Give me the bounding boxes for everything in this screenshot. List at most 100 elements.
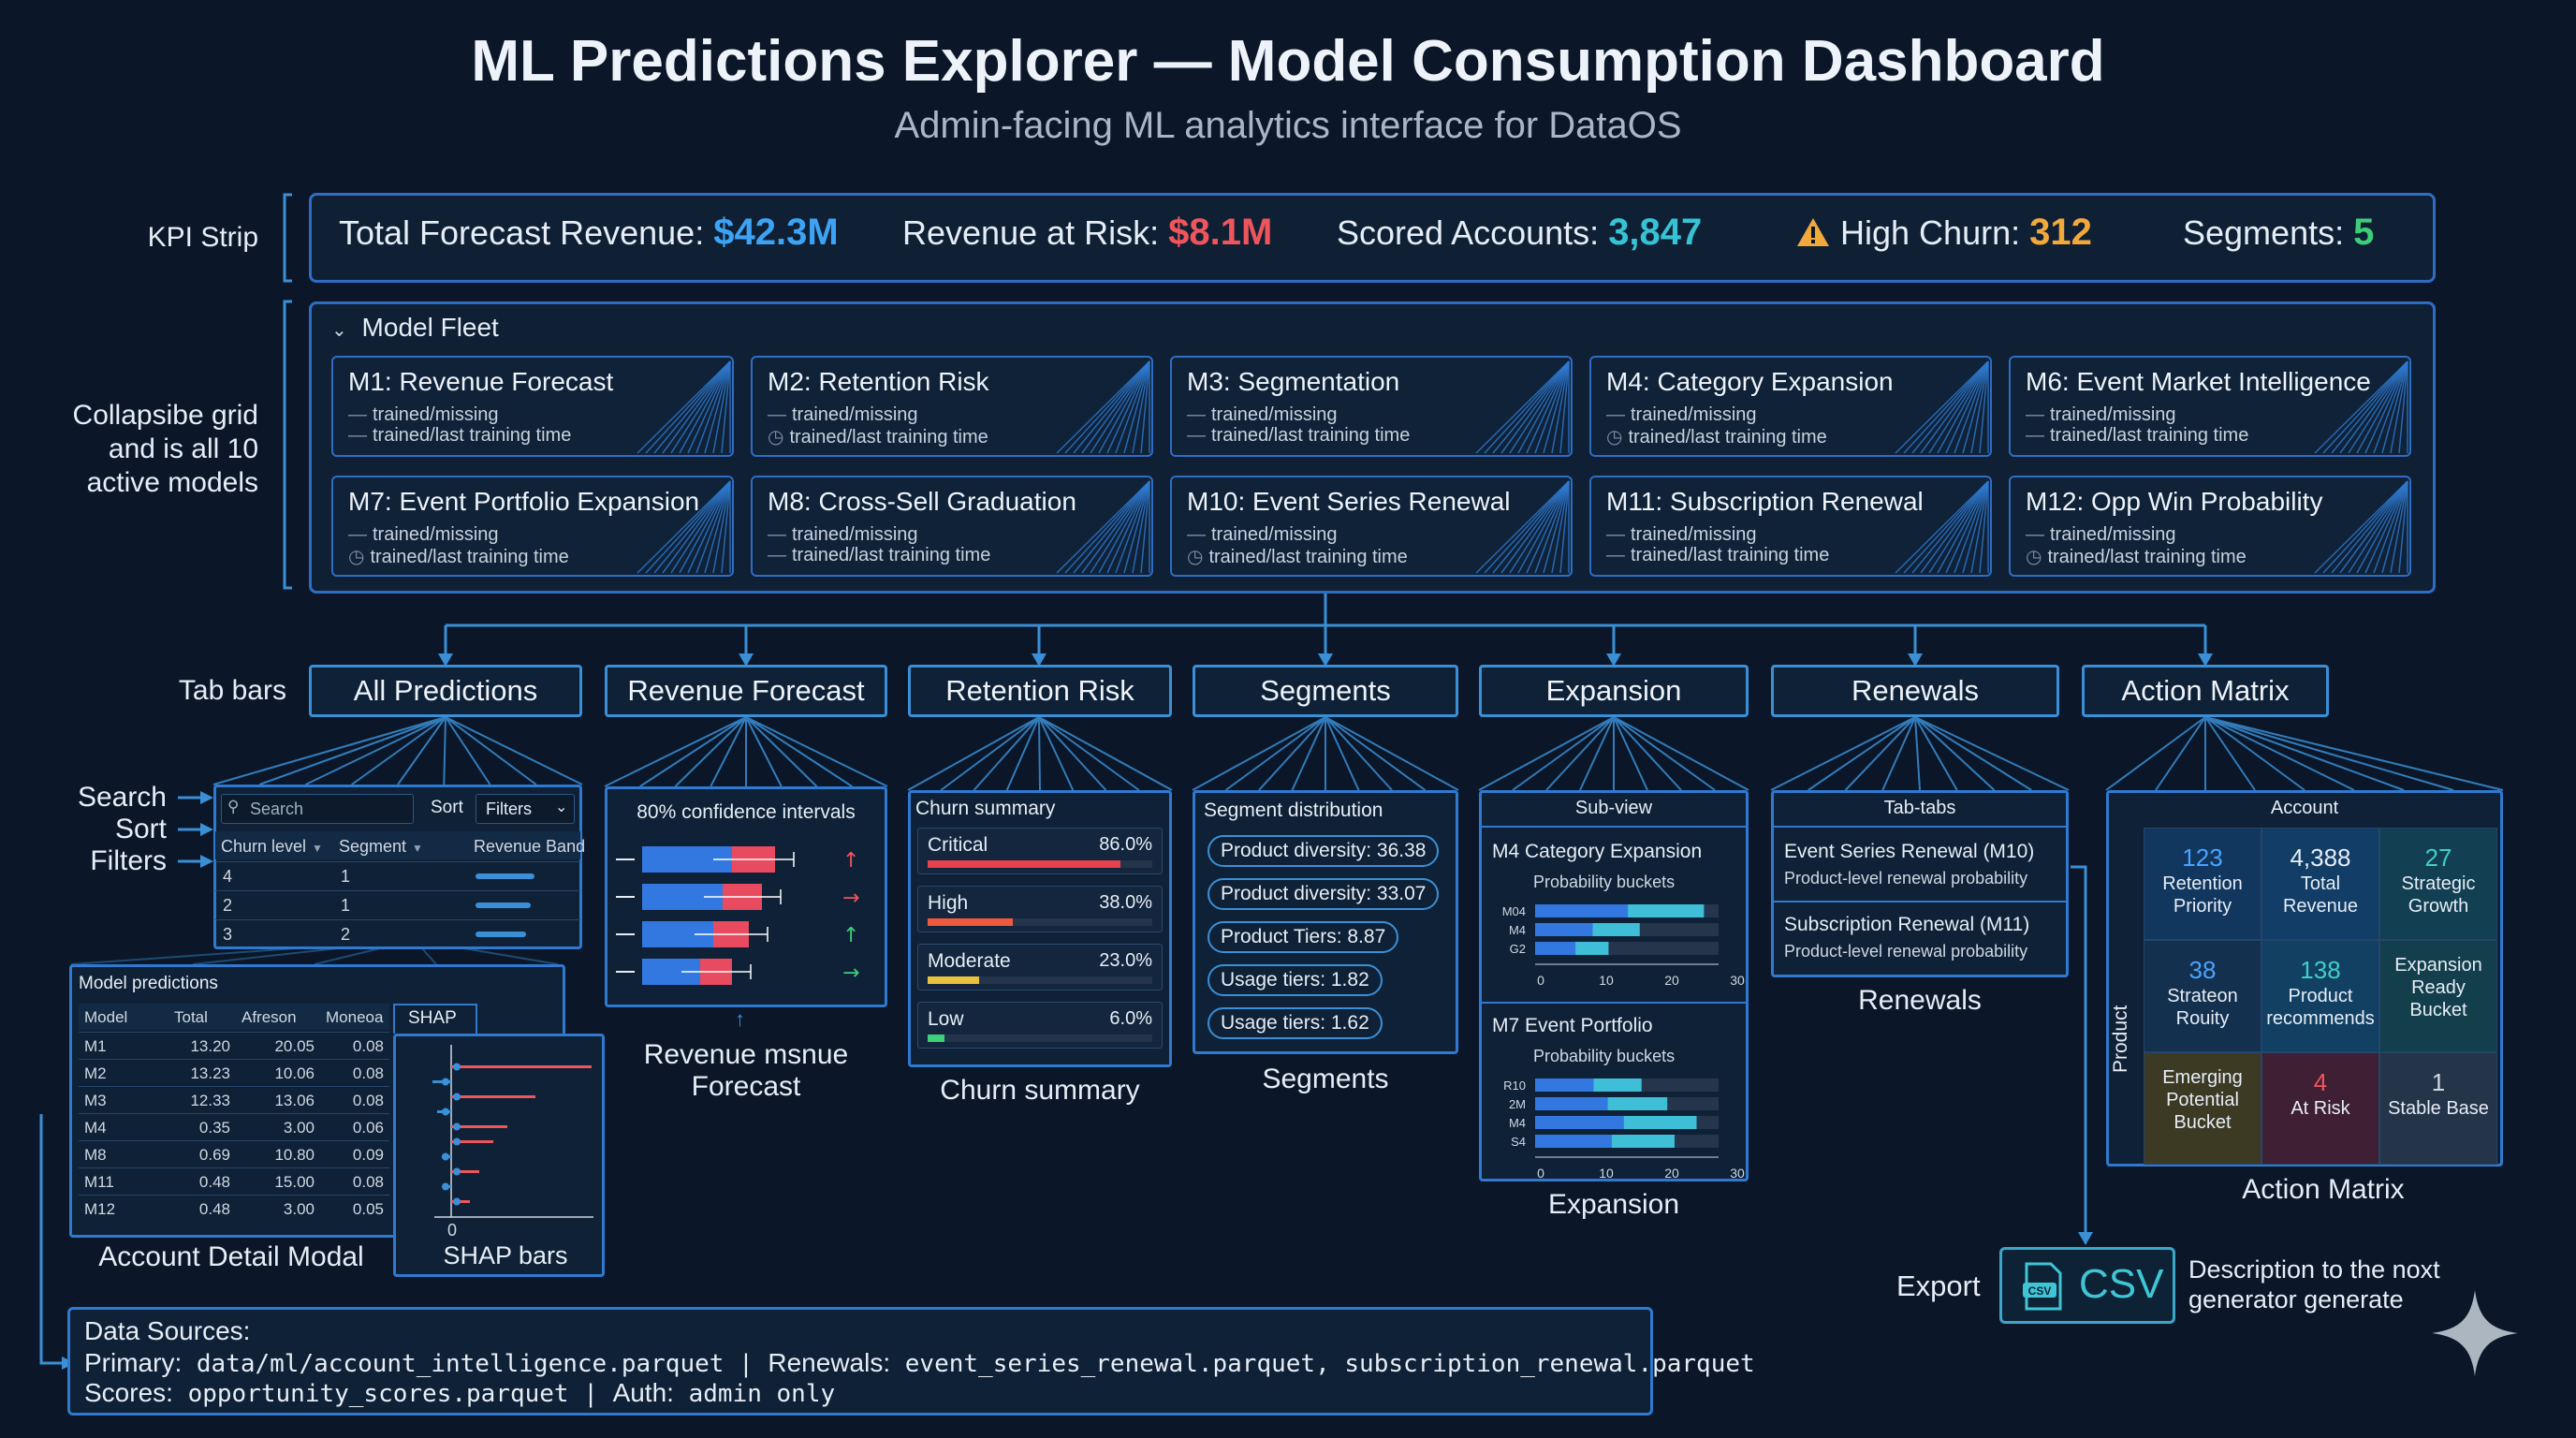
page-subtitle: Admin-facing ML analytics interface for … (894, 105, 1682, 146)
model-card[interactable]: M11: Subscription Renewal — trained/missin… (1589, 476, 1992, 577)
churn-level-critical[interactable]: Critical 86.0% (917, 828, 1163, 874)
model-fleet-toggle[interactable]: ⌄ Model Fleet (331, 313, 499, 343)
dash-icon: — (2026, 404, 2044, 425)
action-matrix-cell[interactable]: Emerging Potential Bucket (2144, 1052, 2261, 1165)
segment-pill[interactable]: Product Tiers: 8.87 (1208, 921, 1399, 953)
action-matrix-cell[interactable]: 123 Retention Priority (2144, 828, 2261, 940)
csv-file-icon: CSV (2023, 1262, 2062, 1311)
tab-retention-risk[interactable]: Retention Risk (908, 665, 1172, 717)
dash-icon: — (768, 524, 786, 545)
model-name: M12: Opp Win Probability (2026, 487, 2323, 516)
kpi-segments: Segments: 5 (2183, 212, 2375, 253)
action-matrix-cell[interactable]: Expansion Ready Bucket (2379, 940, 2497, 1052)
table-row[interactable]: M1 13.20 20.05 0.08 (79, 1032, 389, 1059)
table-row[interactable]: M12 0.48 3.00 0.05 (79, 1195, 389, 1222)
model-card[interactable]: M1: Revenue Forecast — trained/missing — tra… (331, 356, 734, 457)
table-cell: 1 (341, 896, 351, 915)
renewal-tab-m11[interactable]: Subscription Renewal (M11) Product-level… (1784, 914, 2030, 961)
tab-segments[interactable]: Segments (1193, 665, 1458, 717)
fan-decoration (1895, 360, 1989, 454)
table-row[interactable]: M11 0.48 15.00 0.08 (79, 1167, 389, 1195)
model-card[interactable]: M2: Retention Risk — trained/missing ◷ train… (751, 356, 1153, 457)
table-cell: 3.00 (283, 1200, 315, 1218)
shap-bar (451, 1125, 507, 1128)
table-row[interactable]: M3 12.33 13.06 0.08 (79, 1086, 389, 1113)
renewal-tab-m10[interactable]: Event Series Renewal (M10) Product-level… (1784, 841, 2035, 888)
action-matrix-cell[interactable]: 38 Strateon Rouity (2144, 940, 2261, 1052)
tab-action-matrix[interactable]: Action Matrix (2082, 665, 2329, 717)
shap-bar (451, 1065, 592, 1068)
table-cell: 0.69 (198, 1146, 230, 1164)
table-cell: 13.06 (274, 1092, 315, 1109)
action-matrix-cell[interactable]: 1 Stable Base (2379, 1052, 2497, 1165)
model-predictions-table: Model Total Afreson Moneoa M1 13.20 20.05 0.08 M… (79, 1004, 556, 1228)
axis-tick: 10 (1599, 1166, 1614, 1180)
sort-control[interactable]: Sort (431, 798, 463, 817)
table-row[interactable]: M8 0.69 10.80 0.09 (79, 1140, 389, 1167)
column-header[interactable]: Afreson (242, 1008, 297, 1026)
renewals-panel (1771, 790, 2069, 977)
model-card[interactable]: M6: Event Market Intelligence — trained/mi… (2009, 356, 2411, 457)
shap-caption: SHAP bars (443, 1241, 568, 1269)
shap-bar (451, 1140, 493, 1143)
table-row[interactable]: M4 0.35 3.00 0.06 (79, 1113, 389, 1140)
column-header[interactable]: Revenue Band (474, 837, 586, 856)
search-icon: ⚲ (227, 798, 240, 815)
table-row[interactable]: M2 13.23 10.06 0.08 (79, 1059, 389, 1086)
churn-level-high[interactable]: High 38.0% (917, 886, 1163, 932)
column-header[interactable]: Segment ▼ (339, 837, 423, 856)
action-matrix-cell[interactable]: 4 At Risk (2261, 1052, 2379, 1165)
model-card[interactable]: M8: Cross-Sell Graduation — trained/missin… (751, 476, 1153, 577)
segments-caption: Segments (1262, 1064, 1389, 1094)
warning-icon (1797, 218, 1829, 246)
action-matrix-cell[interactable]: 4,388 Total Revenue (2261, 828, 2379, 940)
kpi-high-churn: High Churn: 312 (1795, 212, 2092, 254)
table-cell: 13.23 (190, 1064, 230, 1082)
column-header[interactable]: Churn level ▼ (221, 837, 323, 856)
churn-level-low[interactable]: Low 6.0% (917, 1002, 1163, 1049)
model-name: M11: Subscription Renewal (1606, 487, 1924, 516)
kpi-strip (309, 193, 2436, 283)
churn-bar-track (928, 918, 1152, 926)
tab-expansion[interactable]: Expansion (1479, 665, 1749, 717)
action-matrix-cell[interactable]: 27 Strategic Growth (2379, 828, 2497, 940)
divider (1482, 1002, 1746, 1004)
model-card[interactable]: M10: Event Series Renewal — trained/missin… (1170, 476, 1573, 577)
model-name: M3: Segmentation (1187, 367, 1400, 396)
clock-icon: ◷ (768, 427, 784, 448)
csv-export-button[interactable]: CSV CSV (1999, 1247, 2175, 1324)
trend-arrow-icon: → (842, 961, 859, 985)
search-input[interactable]: ⚲ Search (221, 794, 414, 824)
segment-pill[interactable]: Product diversity: 33.07 (1208, 878, 1440, 910)
model-status: — trained/missing (348, 404, 499, 425)
model-card[interactable]: M4: Category Expansion — trained/missing ◷ t… (1589, 356, 1992, 457)
tab-revenue-forecast[interactable]: Revenue Forecast (605, 665, 887, 717)
table-cell: 10.80 (274, 1146, 315, 1164)
tab-renewals[interactable]: Renewals (1771, 665, 2059, 717)
column-header[interactable]: Moneoa (326, 1008, 384, 1026)
filters-dropdown[interactable]: Filters ⌄ (476, 794, 575, 824)
tab-all-predictions[interactable]: All Predictions (309, 665, 582, 717)
segment-pill[interactable]: Usage tiers: 1.62 (1208, 1007, 1383, 1039)
model-card[interactable]: M7: Event Portfolio Expansion — trained/mi… (331, 476, 734, 577)
action-matrix-cell[interactable]: 138 Product recommends (2261, 940, 2379, 1052)
fan-decoration (637, 360, 731, 454)
column-header[interactable]: Total (174, 1008, 208, 1026)
model-card[interactable]: M12: Opp Win Probability — trained/missing… (2009, 476, 2411, 577)
churn-level-moderate[interactable]: Moderate 23.0% (917, 944, 1163, 990)
column-header[interactable]: Model (84, 1008, 128, 1026)
fan-decoration (2314, 480, 2408, 574)
segment-pill[interactable]: Product diversity: 36.38 (1208, 835, 1440, 867)
segment-pill[interactable]: Usage tiers: 1.82 (1208, 964, 1383, 996)
shap-zero-label: 0 (447, 1221, 458, 1240)
fan-decoration (1056, 480, 1150, 574)
shap-tab[interactable]: SHAP (393, 1004, 477, 1034)
clock-icon: ◷ (2026, 547, 2042, 567)
table-cell: M11 (84, 1173, 114, 1191)
model-status: — trained/missing (1606, 404, 1757, 425)
svg-text:CSV: CSV (2028, 1284, 2052, 1298)
model-card[interactable]: M3: Segmentation — trained/missing — trained… (1170, 356, 1573, 457)
